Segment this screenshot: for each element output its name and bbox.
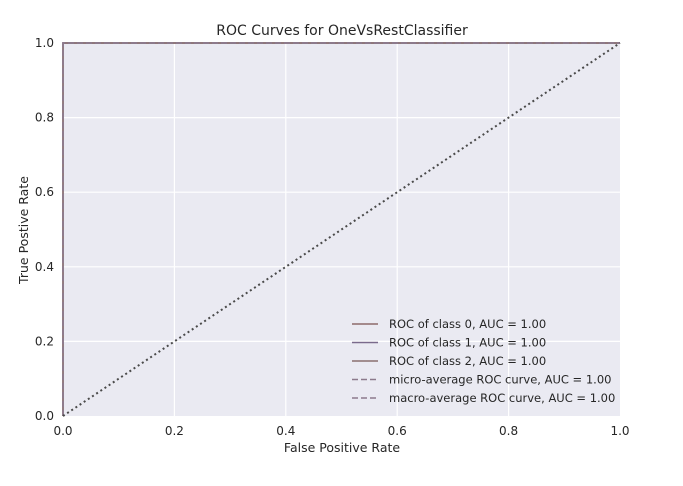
x-tick-label: 0.4 [276, 424, 295, 438]
y-tick-label: 0.4 [35, 260, 54, 274]
legend-label: ROC of class 0, AUC = 1.00 [389, 317, 546, 331]
reference-diagonal-line [62, 42, 621, 417]
x-tick-label: 0.0 [53, 424, 72, 438]
y-tick-label: 0.0 [35, 409, 54, 423]
x-tick-labels: 0.0 0.2 0.4 0.6 0.8 1.0 [53, 424, 629, 438]
y-axis-label: True Postive Rate [16, 176, 31, 285]
y-tick-label: 1.0 [35, 36, 54, 50]
legend: ROC of class 0, AUC = 1.00 ROC of class 1… [352, 317, 615, 405]
y-tick-label: 0.8 [35, 111, 54, 125]
legend-label: ROC of class 2, AUC = 1.00 [389, 354, 546, 368]
x-tick-label: 0.6 [388, 424, 407, 438]
y-tick-label: 0.2 [35, 334, 54, 348]
legend-label: micro-average ROC curve, AUC = 1.00 [389, 373, 611, 387]
gridlines [63, 43, 620, 416]
legend-label: ROC of class 1, AUC = 1.00 [389, 336, 546, 350]
chart-title: ROC Curves for OneVsRestClassifier [216, 23, 468, 39]
x-axis-label: False Positive Rate [284, 440, 400, 455]
y-tick-label: 0.6 [35, 185, 54, 199]
x-tick-label: 0.2 [165, 424, 184, 438]
y-tick-labels: 0.0 0.2 0.4 0.6 0.8 1.0 [35, 36, 54, 423]
roc-curves [62, 42, 620, 416]
x-tick-label: 0.8 [499, 424, 518, 438]
legend-label: macro-average ROC curve, AUC = 1.00 [389, 391, 615, 405]
roc-curve-4 [62, 42, 620, 416]
reference-diagonal [62, 42, 621, 417]
x-tick-label: 1.0 [610, 424, 629, 438]
